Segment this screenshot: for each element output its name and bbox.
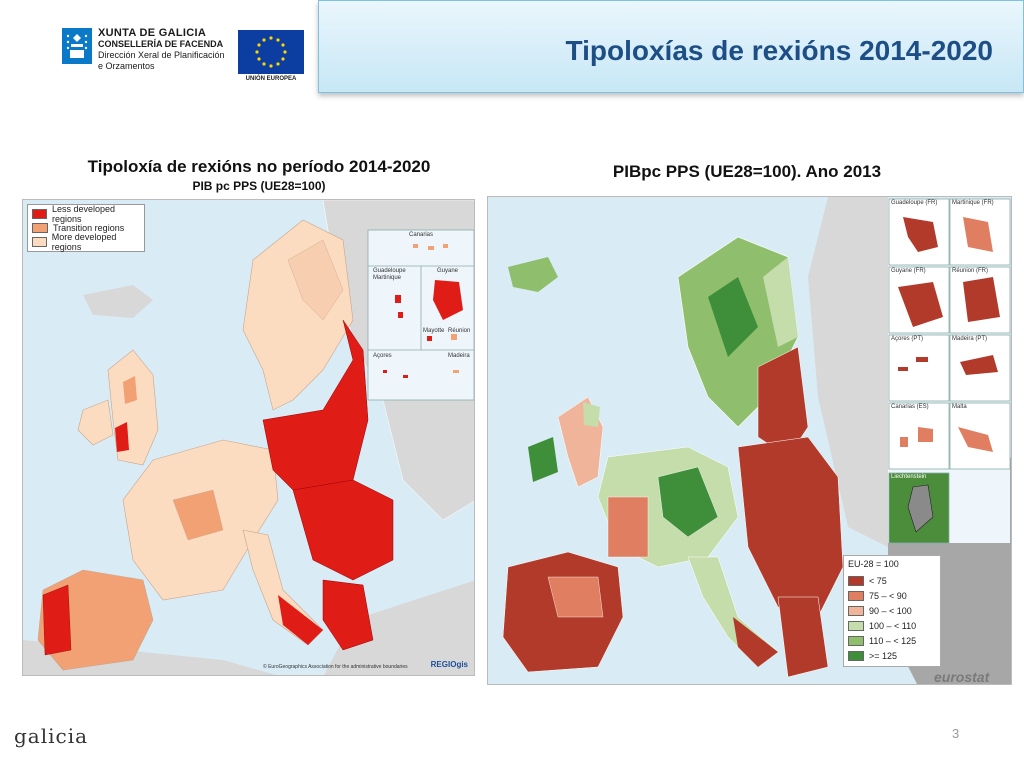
legend-label: >= 125 xyxy=(869,650,898,661)
left-map-title: Tipoloxía de rexións no período 2014-202… xyxy=(87,157,431,176)
legend-item: 110 – < 125 xyxy=(848,633,936,648)
inset-label-guyane: Guyane xyxy=(437,268,459,274)
inset-acores: Açores (PT) xyxy=(889,335,949,401)
legend-label: < 75 xyxy=(869,575,887,586)
inset-label-acores: Açores xyxy=(373,353,392,359)
right-map-graphic xyxy=(488,197,1011,684)
legend-swatch xyxy=(32,209,47,219)
inset-label: Liechtenstein xyxy=(891,474,927,480)
inset-label: Guadeloupe (FR) xyxy=(891,200,938,206)
inset-liechtenstein: Liechtenstein xyxy=(889,473,949,543)
legend-item: Less developed regions xyxy=(32,204,140,224)
regiogis-logo: REGIOgis xyxy=(430,660,468,669)
conselleria-name: CONSELLERÍA DE FACENDA xyxy=(98,39,224,49)
inset-label: Canarias (ES) xyxy=(891,404,929,410)
legend-title: EU-28 = 100 xyxy=(848,559,899,569)
legend-swatch xyxy=(848,620,864,631)
xunta-name: XUNTA DE GALICIA xyxy=(98,27,207,39)
legend-swatch xyxy=(848,635,864,646)
inset-label: Malta xyxy=(952,404,967,410)
inset-label-canarias: Canarias xyxy=(409,232,434,238)
xunta-logo: XUNTA DE GALICIA CONSELLERÍA DE FACENDA … xyxy=(62,28,232,80)
left-map-subtitle: PIB pc PPS (UE28=100) xyxy=(192,179,326,193)
direccion-name-2: e Orzamentos xyxy=(98,61,155,71)
inset-label-madeira: Madeira xyxy=(448,353,470,359)
inset-canarias: Canarias (ES) xyxy=(889,403,949,469)
right-map-title: PIBpc PPS (UE28=100). Ano 2013 xyxy=(612,162,882,181)
legend-item: < 75 xyxy=(848,573,936,588)
eu-logo: UNIÓN EUROPEA xyxy=(238,30,304,86)
legend-item: More developed regions xyxy=(32,232,140,252)
legend-item: 75 – < 90 xyxy=(848,588,936,603)
legend-item: >= 125 xyxy=(848,648,936,663)
legend-label: Transition regions xyxy=(53,223,125,233)
left-map-legend: Less developed regions Transition region… xyxy=(27,204,145,252)
inset-reunion: Réunion (FR) xyxy=(950,267,1010,333)
legend-label: Less developed regions xyxy=(51,204,116,224)
legend-swatch xyxy=(848,590,864,601)
xunta-emblem-icon xyxy=(62,28,92,64)
inset-madeira: Madeira (PT) xyxy=(950,335,1010,401)
page-number: 3 xyxy=(952,726,960,741)
xunta-text: XUNTA DE GALICIA CONSELLERÍA DE FACENDA … xyxy=(98,28,225,72)
inset-guadeloupe: Guadeloupe (FR) xyxy=(889,199,949,265)
legend-swatch xyxy=(32,223,48,233)
eu-label: UNIÓN EUROPEA xyxy=(245,76,297,82)
left-map-caption: Tipoloxía de rexións no período 2014-202… xyxy=(22,156,496,194)
copyright-note: © EuroGeographics Association for the ad… xyxy=(263,664,408,670)
legend-label: 110 – < 125 xyxy=(869,635,917,646)
galicia-logo: galicia xyxy=(14,724,89,748)
legend-item: 90 – < 100 xyxy=(848,603,936,618)
legend-swatch xyxy=(32,237,47,247)
eurostat-logo: eurostat xyxy=(934,669,990,685)
legend-swatch xyxy=(848,575,864,586)
inset-malta: Malta xyxy=(950,403,1010,469)
inset-label: Madeira (PT) xyxy=(952,336,988,342)
left-map: Less developed regions Transition region… xyxy=(22,199,475,676)
inset-label: Açores (PT) xyxy=(891,336,924,342)
legend-label: 75 – < 90 xyxy=(869,590,907,601)
eu-flag-icon xyxy=(238,30,304,74)
left-map-graphic xyxy=(23,200,474,675)
right-map: Guadeloupe (FR) Martinique (FR) Guyane (… xyxy=(487,196,1012,685)
right-map-legend: EU-28 = 100 < 75 75 – < 90 90 – < 100 10… xyxy=(843,555,941,667)
inset-label-reunion: Réunion xyxy=(448,328,471,334)
direccion-name: Dirección Xeral de Planificación xyxy=(98,50,225,60)
legend-label: More developed regions xyxy=(51,232,117,252)
inset-label: Guyane (FR) xyxy=(891,268,926,274)
legend-item: Transition regions xyxy=(32,221,140,235)
legend-swatch xyxy=(848,650,864,661)
inset-martinique: Martinique (FR) xyxy=(950,199,1010,265)
inset-guyane: Guyane (FR) xyxy=(889,267,949,333)
legend-label: 100 – < 110 xyxy=(869,620,917,631)
legend-swatch xyxy=(848,605,864,616)
legend-label: 90 – < 100 xyxy=(869,605,912,616)
page-title: Tipoloxías de rexións 2014-2020 xyxy=(565,35,993,66)
title-banner: Tipoloxías de rexións 2014-2020 xyxy=(318,0,1024,93)
legend-item: 100 – < 110 xyxy=(848,618,936,633)
inset-label: Martinique (FR) xyxy=(952,200,994,206)
inset-label-mayotte: Mayotte xyxy=(423,328,445,334)
inset-label: Réunion (FR) xyxy=(952,268,989,274)
inset-label-guadeloupe: Guadeloupe Martinique xyxy=(373,268,406,281)
